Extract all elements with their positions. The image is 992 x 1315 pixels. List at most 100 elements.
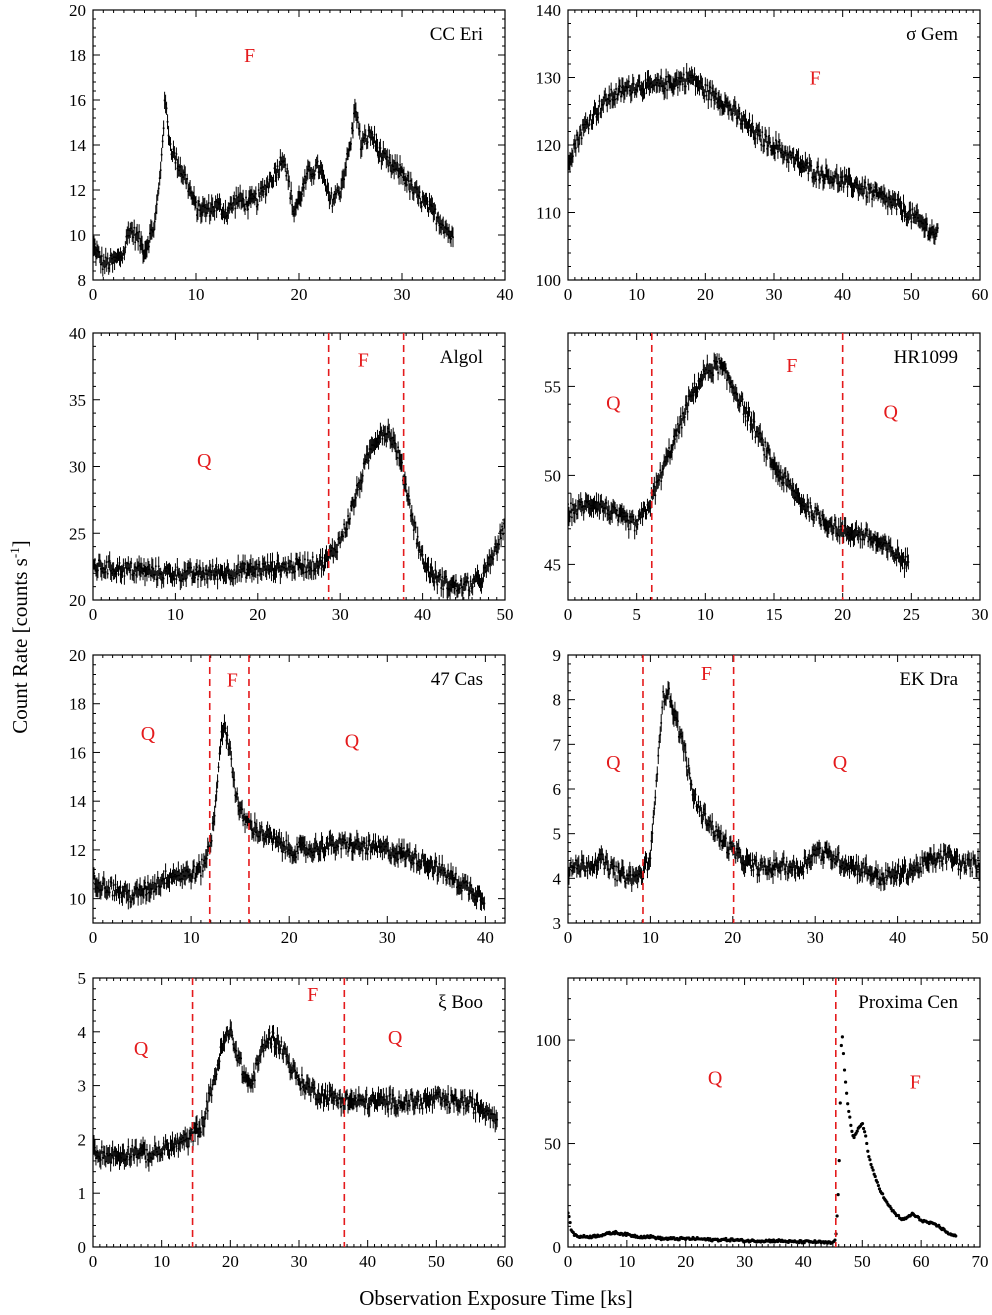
- y-tick-label: 5: [553, 825, 562, 844]
- x-tick-label: 40: [889, 928, 906, 947]
- x-tick-label: 30: [332, 605, 349, 624]
- y-tick-label: 12: [69, 181, 86, 200]
- y-tick-label: 20: [69, 591, 86, 610]
- x-tick-label: 50: [497, 605, 514, 624]
- star-name: σ Gem: [906, 24, 958, 45]
- plot-frame: [567, 654, 981, 924]
- light-curve: [568, 680, 980, 892]
- y-tick-label: 18: [69, 695, 86, 714]
- plot-frame: [92, 9, 506, 281]
- region-label: Q: [345, 730, 360, 752]
- x-tick-label: 10: [167, 605, 184, 624]
- x-tick-label: 20: [724, 928, 741, 947]
- y-tick-label: 55: [544, 377, 561, 396]
- x-tick-label: 0: [564, 605, 573, 624]
- x-tick-label: 50: [972, 928, 989, 947]
- x-tick-label: 15: [766, 605, 783, 624]
- panel-hr1099: 0 5 10 15 20 25 30 45 50 55 HR1099 Q F Q: [544, 332, 989, 624]
- y-tick-label: 8: [553, 691, 562, 710]
- y-tick-label: 18: [69, 46, 86, 65]
- region-label: Q: [884, 401, 899, 423]
- region-label: F: [244, 45, 255, 67]
- y-tick-label: 140: [536, 1, 562, 20]
- y-tick-label: 110: [536, 204, 561, 223]
- y-tick-label: 12: [69, 841, 86, 860]
- x-tick-label: 20: [291, 285, 308, 304]
- y-tick-label: 30: [69, 458, 86, 477]
- x-tick-label: 0: [89, 285, 98, 304]
- x-tick-label: 30: [766, 285, 783, 304]
- x-tick-label: 30: [379, 928, 396, 947]
- x-tick-label: 25: [903, 605, 920, 624]
- x-tick-label: 40: [477, 928, 494, 947]
- x-tick-label: 0: [89, 605, 98, 624]
- panel-gem: 0 10 20 30 40 50 60 100 110 120 130 140 σ Gem F: [536, 1, 989, 304]
- x-tick-label: 0: [564, 928, 573, 947]
- y-tick-label: 4: [553, 869, 562, 888]
- x-tick-label: 5: [632, 605, 641, 624]
- x-tick-label: 10: [628, 285, 645, 304]
- region-label: Q: [141, 723, 156, 745]
- y-tick-label: 45: [544, 555, 561, 574]
- panel-algol: 0 10 20 30 40 50 20 25 30 35 40 Algol Q F: [69, 324, 514, 624]
- y-tick-label: 16: [69, 91, 86, 110]
- y-tick-label: 9: [553, 646, 562, 665]
- y-tick-label: 14: [69, 136, 87, 155]
- panel-cc-eri: 0 10 20 30 40 8 10 12 14 16 18 20 CC Eri F: [69, 1, 514, 304]
- light-curve: [568, 352, 910, 578]
- y-tick-label: 40: [69, 324, 86, 343]
- star-name: EK Dra: [899, 669, 958, 690]
- y-tick-label: 10: [69, 890, 86, 909]
- y-tick-label: 8: [78, 271, 87, 290]
- light-curve: [93, 418, 505, 600]
- star-name: HR1099: [894, 347, 958, 368]
- star-name: 47 Cas: [431, 669, 483, 690]
- x-tick-label: 40: [497, 285, 514, 304]
- x-tick-label: 40: [414, 605, 431, 624]
- light-curve: [93, 91, 454, 277]
- x-tick-label: 10: [697, 605, 714, 624]
- region-label: Q: [197, 450, 212, 472]
- x-tick-label: 30: [807, 928, 824, 947]
- x-tick-label: 40: [834, 285, 851, 304]
- y-tick-label: 100: [536, 271, 562, 290]
- y-tick-label: 130: [536, 69, 562, 88]
- x-tick-label: 10: [642, 928, 659, 947]
- x-tick-label: 20: [834, 605, 851, 624]
- light-curve: [568, 63, 939, 245]
- y-tick-label: 20: [69, 1, 86, 20]
- light-curve: [93, 714, 486, 911]
- y-tick-label: 120: [536, 136, 562, 155]
- y-tick-label: 16: [69, 743, 86, 762]
- x-tick-label: 50: [903, 285, 920, 304]
- x-tick-label: 10: [183, 928, 200, 947]
- y-tick-label: 20: [69, 646, 86, 665]
- y-tick-label: 25: [69, 524, 86, 543]
- y-tick-label: 3: [553, 914, 562, 933]
- x-tick-label: 0: [564, 285, 573, 304]
- x-tick-label: 20: [697, 285, 714, 304]
- y-tick-label: 50: [544, 466, 561, 485]
- x-tick-label: 30: [394, 285, 411, 304]
- x-tick-label: 60: [972, 285, 989, 304]
- y-tick-label: 14: [69, 792, 87, 811]
- star-name: Algol: [440, 347, 483, 368]
- x-tick-label: 10: [188, 285, 205, 304]
- y-tick-label: 35: [69, 391, 86, 410]
- x-tick-label: 0: [89, 928, 98, 947]
- y-tick-label: 6: [553, 780, 562, 799]
- star-name: CC Eri: [430, 24, 483, 45]
- region-label: F: [358, 350, 369, 372]
- region-label: Q: [606, 392, 621, 414]
- region-label: F: [786, 355, 797, 377]
- y-tick-label: 7: [553, 735, 562, 754]
- x-tick-label: 20: [249, 605, 266, 624]
- region-label: F: [227, 669, 238, 691]
- region-label: F: [810, 68, 821, 90]
- x-tick-label: 30: [972, 605, 989, 624]
- x-tick-label: 20: [281, 928, 298, 947]
- y-tick-label: 10: [69, 226, 86, 245]
